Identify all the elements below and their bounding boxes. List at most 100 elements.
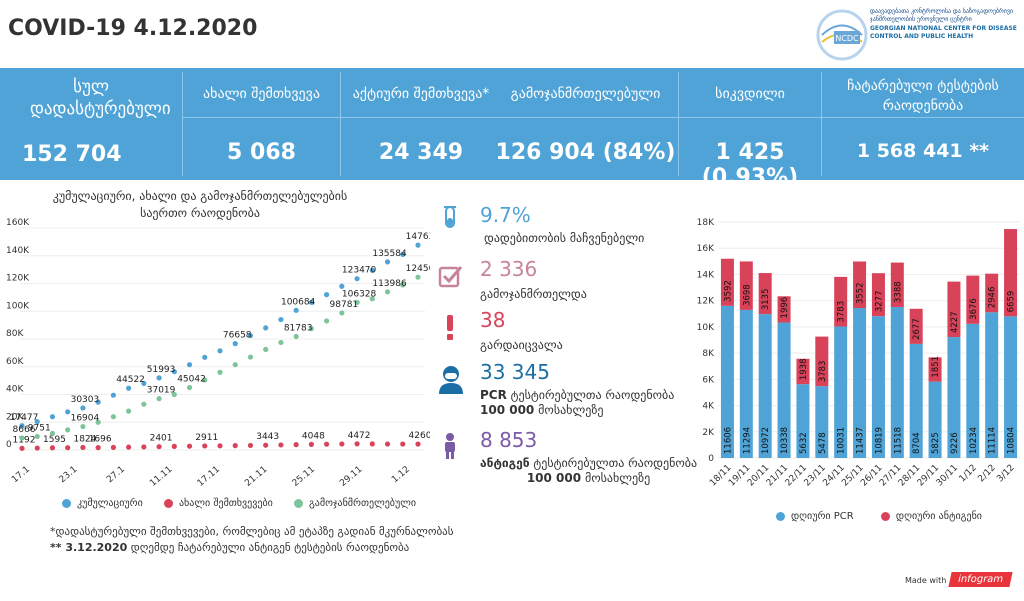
line-point xyxy=(369,296,375,302)
positivity-stat: 9.7% დადებითობის მაჩვენებელი xyxy=(480,203,644,246)
ncdc-logo: NCDC xyxy=(808,4,1024,66)
new-cases-label: ახალი შემთხვევა xyxy=(203,86,320,102)
line-point xyxy=(141,444,147,450)
antigen-per-100k-value: 8 853 xyxy=(480,428,538,452)
line-point xyxy=(186,362,193,368)
line-y-tick: 120K xyxy=(6,274,30,284)
bar-antigen-label: 3552 xyxy=(856,282,866,304)
pcr-per-100k-value: 33 345 xyxy=(480,360,550,384)
pcr-per-100k-stat: 33 345 PCR ტესტირებულთა რაოდენობა 100 000… xyxy=(480,360,674,418)
bar-pcr xyxy=(890,306,904,458)
line-point xyxy=(354,276,360,282)
line-point xyxy=(186,443,193,449)
bar-antigen-label: 3135 xyxy=(761,289,771,311)
line-point xyxy=(19,445,25,451)
bar-antigen-label: 3698 xyxy=(742,284,752,306)
line-point xyxy=(126,385,132,391)
line-point xyxy=(384,441,391,447)
bar-antigen-label: 1996 xyxy=(780,297,790,319)
line-point xyxy=(65,409,71,415)
line-point xyxy=(171,391,177,398)
recovered-value: 126 904 (84%) xyxy=(495,140,676,165)
line-data-label: 9751 xyxy=(28,423,51,433)
infogram-link[interactable]: infogram xyxy=(948,572,1013,587)
line-point xyxy=(400,441,406,447)
bar-pcr-label: 8704 xyxy=(912,432,922,454)
line-point xyxy=(339,441,345,447)
line-data-label: 17477 xyxy=(10,413,39,423)
line-data-label: 106328 xyxy=(342,289,377,299)
line-point xyxy=(400,282,406,288)
bar-pcr-label: 10804 xyxy=(1007,427,1017,454)
globe-logo-icon: NCDC xyxy=(816,9,868,61)
line-data-label: 76658 xyxy=(223,331,252,341)
bar-antigen-label: 3783 xyxy=(818,361,828,383)
line-point xyxy=(354,299,360,306)
recovered-today-label: გამოჯანმრთელდა xyxy=(480,287,587,301)
line-point xyxy=(308,299,314,305)
bar-y-tick: 8K xyxy=(702,349,715,359)
bar-pcr-label: 10972 xyxy=(761,427,771,454)
tests-value: 1 568 441 ** xyxy=(856,140,990,162)
deaths-today-label: გარდაიცვალა xyxy=(480,338,563,352)
line-point xyxy=(19,423,25,429)
bar-pcr-label: 10234 xyxy=(969,427,979,454)
line-y-tick: 80K xyxy=(6,329,24,339)
line-point xyxy=(384,259,391,265)
line-data-label: 2401 xyxy=(150,434,173,444)
bar-x-tick: 2/12 xyxy=(976,463,997,484)
bar-x-tick: 30/11 xyxy=(935,463,960,488)
line-point xyxy=(415,242,421,248)
line-point xyxy=(324,441,330,447)
line-point xyxy=(278,316,284,323)
bar-pcr xyxy=(834,326,848,458)
line-data-label: 44522 xyxy=(116,375,145,385)
line-point xyxy=(217,443,223,449)
bar-antigen xyxy=(758,273,772,315)
line-point xyxy=(95,399,101,405)
line-data-label: 123470 xyxy=(342,266,377,276)
legend-item-new: ახალი შემთხვევები xyxy=(163,498,273,509)
bar-pcr xyxy=(966,323,980,458)
footnote-antigen: ** 3.12.2020 დღემდე ჩატარებული ანტიგენ ტ… xyxy=(50,541,410,554)
line-data-label: 30303 xyxy=(71,395,100,405)
line-data-label: 100684 xyxy=(281,297,316,307)
checkbox-icon xyxy=(438,266,463,288)
line-data-label: 98781 xyxy=(330,300,359,310)
legend-item-pcr: დღიური PCR xyxy=(776,511,854,522)
line-point xyxy=(324,318,330,324)
bar-antigen xyxy=(796,358,810,385)
deaths-today-stat: 38 გარდაიცვალა xyxy=(480,308,563,353)
line-point xyxy=(156,375,162,381)
line-point xyxy=(65,427,71,433)
bar-y-tick: 4K xyxy=(702,402,715,412)
line-point xyxy=(293,442,299,448)
bar-antigen-label: 3783 xyxy=(837,301,847,323)
bar-pcr xyxy=(928,381,942,458)
line-x-tick: 17.11 xyxy=(196,465,222,486)
line-point xyxy=(263,442,269,448)
bar-antigen xyxy=(928,357,942,382)
made-with-text: Made with xyxy=(905,576,947,585)
line-point xyxy=(49,430,56,436)
legend-item-antigen: დღიური ანტიგენი xyxy=(880,511,982,522)
line-x-tick: 29.11 xyxy=(338,465,364,486)
active-cases-value: 24 349 xyxy=(378,140,464,165)
bar-y-tick: 10K xyxy=(697,323,715,333)
line-point xyxy=(263,346,269,353)
bar-antigen xyxy=(739,261,753,310)
bar-antigen-label: 3277 xyxy=(874,291,884,313)
bar-antigen xyxy=(890,262,904,307)
bar-y-tick: 2K xyxy=(702,428,715,438)
line-point xyxy=(156,444,162,450)
line-y-tick: 60K xyxy=(6,357,24,367)
bar-y-tick: 16K xyxy=(697,244,715,254)
bar-antigen xyxy=(909,308,923,344)
bar-x-tick: 3/12 xyxy=(995,463,1016,484)
line-data-label: 4048 xyxy=(302,431,325,441)
bar-antigen xyxy=(871,273,885,317)
summary-banner: სულ დადასტურებული 152 704 ახალი შემთხვევ… xyxy=(0,68,1024,190)
tests-label: ჩატარებული ტესტების რაოდენობა xyxy=(847,78,999,114)
line-point xyxy=(415,274,421,280)
doctor-icon xyxy=(439,366,463,394)
